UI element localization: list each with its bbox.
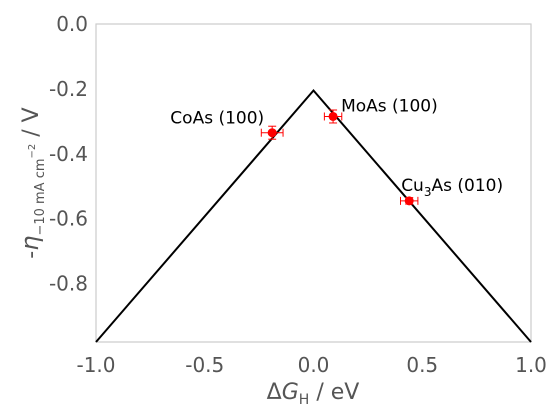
x-tick-label: -1.0 [76,353,115,377]
data-point-label: CoAs (100) [170,109,264,129]
data-point-group: Cu3As (010) [400,176,503,206]
x-tick-label: -0.5 [185,353,224,377]
x-tick-label: 0.0 [298,353,330,377]
data-point-group: CoAs (100) [170,109,284,140]
y-tick-label: -0.6 [49,207,88,231]
plot-area-frame [95,23,532,343]
data-point-group: MoAs (100) [323,96,438,124]
volcano-line [95,88,532,343]
data-point-label: Cu3As (010) [401,176,503,199]
y-tick-label: -0.4 [49,142,88,166]
y-tick-label: -0.8 [49,272,88,296]
y-tick-label: -0.2 [49,77,88,101]
x-axis-label: ΔGH / eV [267,380,360,405]
data-point-marker [404,196,414,206]
y-axis-label: -η−10 mA cm−2 / V [16,107,48,258]
data-point-marker [328,111,338,121]
data-point-marker [267,128,277,138]
data-point-label: MoAs (100) [341,96,438,116]
y-tick-label: 0.0 [56,12,88,36]
x-tick-label: 0.5 [406,353,438,377]
x-tick-label: 1.0 [515,353,547,377]
